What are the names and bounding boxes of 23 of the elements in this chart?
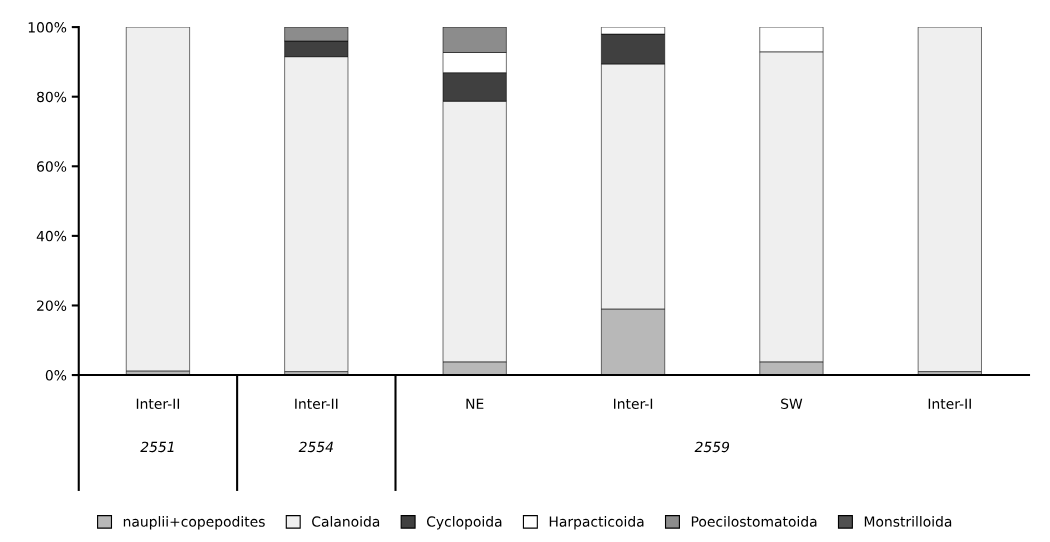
legend-label: Poecilostomatoida xyxy=(691,516,817,527)
text: 2559 xyxy=(694,441,730,453)
x-tick-label: NE xyxy=(466,398,484,409)
x-tick-label: SW xyxy=(781,398,803,410)
x-tick-label: Inter-II xyxy=(136,398,180,410)
y-tick-label: 80% xyxy=(37,91,67,103)
legend-label: Monstrilloida xyxy=(864,516,952,527)
x-tick-label: Inter-II xyxy=(295,398,338,410)
y-tick-label: 20% xyxy=(37,300,67,311)
legend-label: Harpacticoida xyxy=(549,516,644,530)
x-tick-label: Inter-II xyxy=(928,398,971,410)
bar xyxy=(917,27,982,372)
x-tick-label: Inter-I xyxy=(614,398,653,410)
text: 2551 xyxy=(140,441,174,453)
y-tick-label: 0% xyxy=(45,370,67,381)
y-tick-label: 100% xyxy=(28,22,67,33)
legend-label: Calanoida xyxy=(312,516,380,527)
legend-label: Cyclopoida xyxy=(426,516,502,530)
legend-label: nauplii+copepodites xyxy=(123,516,265,530)
y-tick-label: 60% xyxy=(37,161,67,172)
y-tick-label: 40% xyxy=(36,230,67,242)
bar xyxy=(125,27,190,372)
text: 2554 xyxy=(298,441,333,453)
